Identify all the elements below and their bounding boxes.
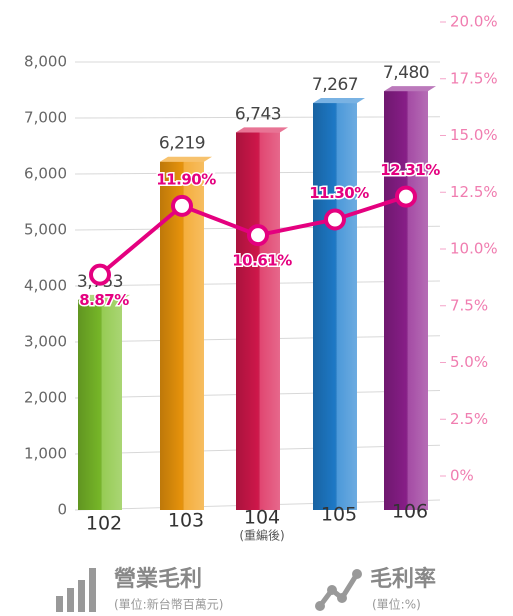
bar-shade (236, 132, 280, 510)
y2-tick-label: 5.0% (450, 353, 488, 371)
legend-icon (56, 596, 63, 612)
legend-icon (318, 572, 360, 608)
y2-tick-label: 2.5% (450, 410, 488, 428)
legend-label: 營業毛利 (114, 567, 202, 592)
y-tick-label: 7,000 (24, 109, 67, 127)
bar-top (384, 86, 436, 92)
line-point (247, 224, 269, 247)
bar-shade (78, 299, 122, 510)
legend-icon (89, 568, 96, 612)
legend-icon (327, 585, 337, 595)
legend-icon (315, 601, 325, 611)
legend-icon (78, 580, 85, 612)
data-label: 10.61% (232, 252, 292, 270)
legend-icon (67, 588, 74, 612)
legend-label: 毛利率 (370, 566, 436, 592)
data-label: 8.87% (79, 291, 129, 309)
legend: 營業毛利 (單位:新台幣百萬元) 毛利率 (單位:%) (56, 566, 436, 612)
bar-top (236, 127, 288, 133)
data-label: 11.30% (309, 184, 369, 202)
y2-tick-label: 0% (450, 467, 474, 485)
data-label: 6,743 (235, 104, 281, 124)
y-tick-label: 0 (57, 501, 67, 519)
grid-line (74, 116, 441, 119)
y2-tick-label: 7.5% (450, 296, 488, 314)
legend-unit: (單位:新台幣百萬元) (114, 597, 223, 612)
data-label: 12.31% (380, 161, 440, 179)
y-tick-label: 5,000 (24, 221, 67, 239)
y-tick-label: 4,000 (24, 277, 67, 295)
line-point (89, 263, 111, 286)
x-tick-label: 103 (168, 510, 204, 532)
y-tick-label: 2,000 (24, 389, 67, 407)
y-tick-label: 8,000 (24, 53, 67, 71)
bar-top (78, 294, 130, 300)
y2-tick-label: 20.0% (450, 13, 498, 31)
x-tick-label: 104 (244, 507, 280, 529)
bar-top (313, 98, 365, 104)
legend-icon (352, 569, 362, 579)
y2-tick-label: 10.0% (450, 240, 498, 258)
y2-tick-label: 17.5% (450, 69, 498, 87)
bar-top (160, 156, 212, 162)
y-tick-label: 3,000 (24, 333, 67, 351)
y-tick-label: 1,000 (24, 445, 67, 463)
data-label: 11.90% (156, 170, 216, 188)
data-label: 7,267 (312, 75, 358, 95)
line-point (324, 208, 346, 231)
x-tick-label: 106 (392, 501, 428, 523)
legend-icon (337, 593, 347, 603)
x-tick-label: 105 (321, 504, 357, 526)
data-label: 7,480 (383, 63, 429, 83)
data-label: 6,219 (159, 134, 205, 154)
bar-shade (384, 91, 428, 511)
legend-unit: (單位:%) (372, 597, 421, 612)
x-tick-note: (重編後) (239, 528, 284, 543)
line-point (171, 194, 193, 217)
y2-tick-label: 12.5% (450, 183, 498, 201)
line-point (395, 185, 417, 208)
x-tick-label: 102 (86, 513, 122, 535)
bar-shade (313, 103, 357, 510)
y-tick-label: 6,000 (24, 165, 67, 183)
y2-tick-label: 15.0% (450, 126, 498, 144)
